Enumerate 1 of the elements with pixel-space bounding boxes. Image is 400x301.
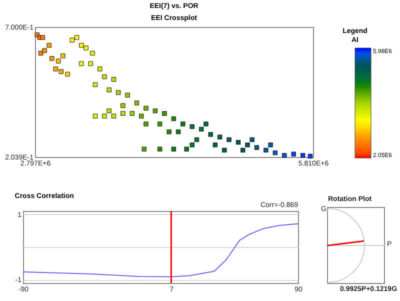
line-series — [22, 223, 298, 278]
